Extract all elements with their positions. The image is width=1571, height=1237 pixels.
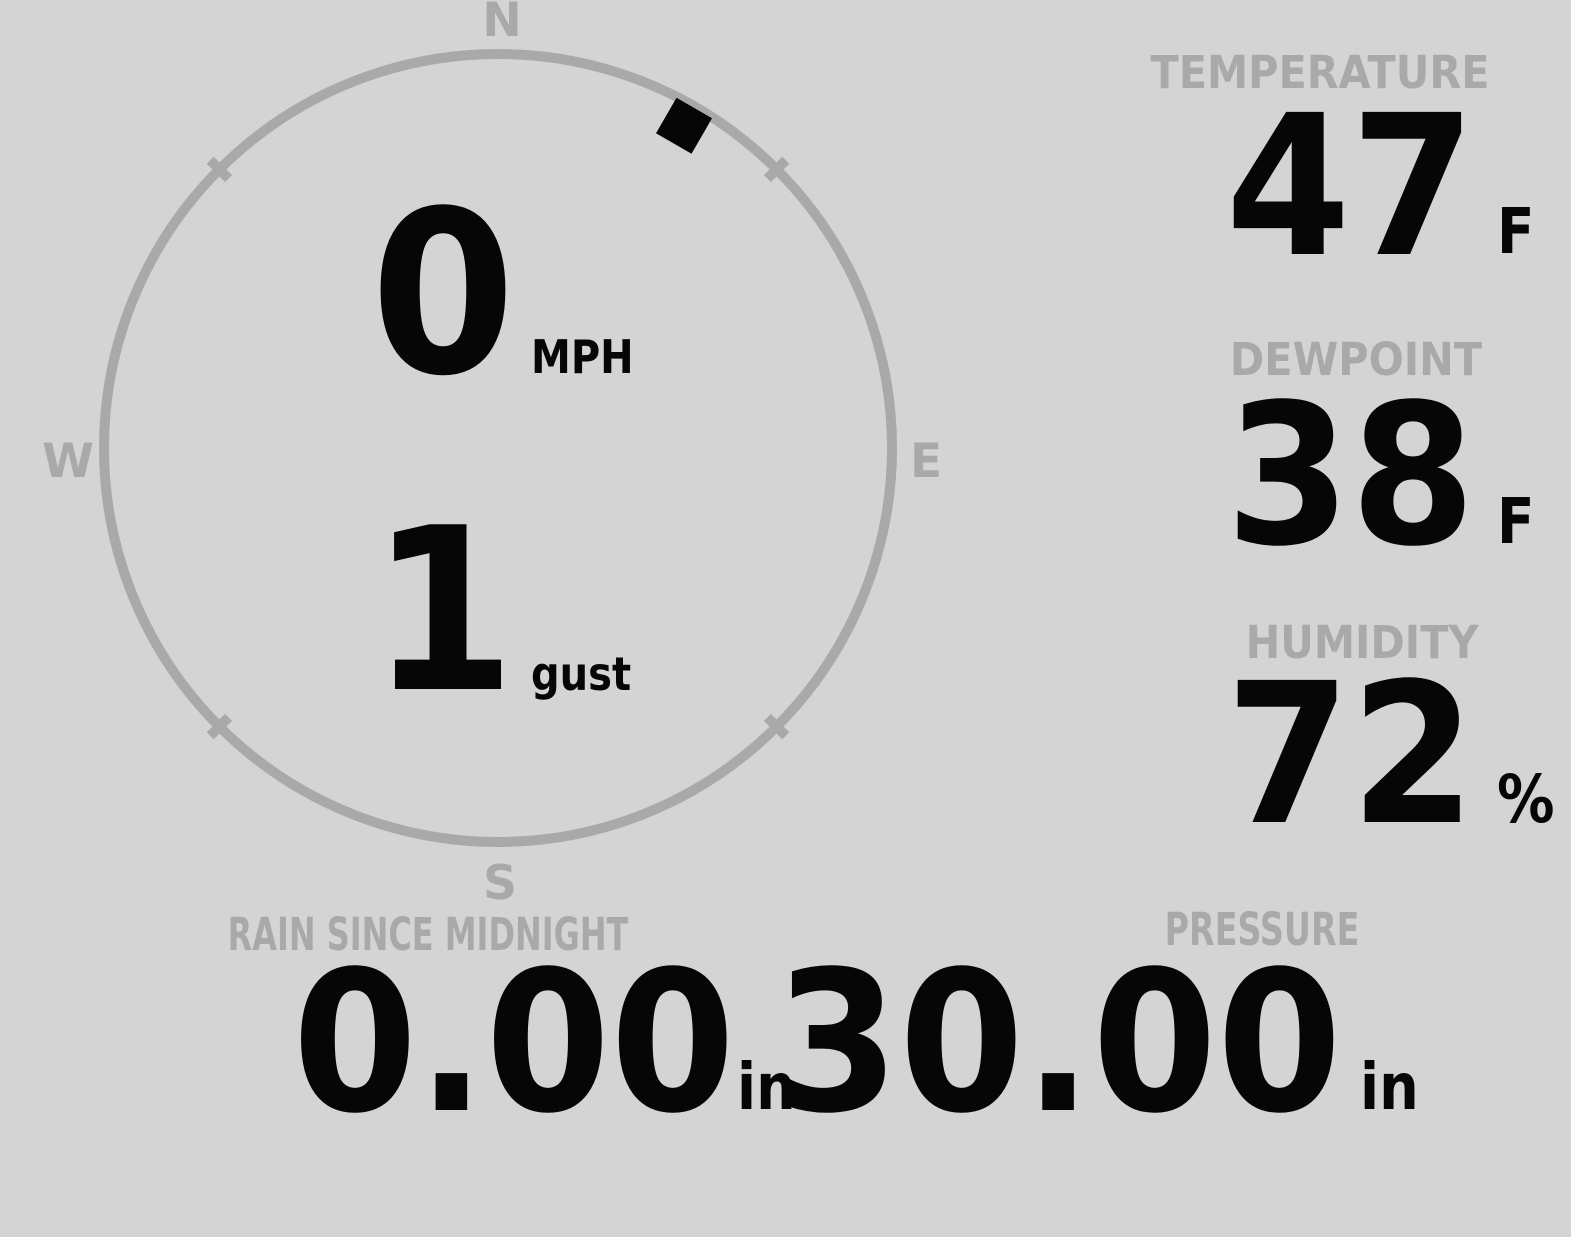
compass-label-west: W <box>42 434 94 489</box>
compass-tick-sw <box>206 713 233 740</box>
compass-tick-se <box>763 713 790 740</box>
pressure-label: PRESSURE <box>1164 903 1360 956</box>
compass-ring <box>99 49 897 847</box>
temperature-value: 47 <box>1225 73 1475 300</box>
temperature-unit: F <box>1497 195 1535 268</box>
rain-unit: in <box>737 1051 796 1125</box>
dewpoint-value: 38 <box>1225 362 1475 589</box>
temperature-label: TEMPERATURE <box>1150 46 1490 99</box>
dewpoint-label: DEWPOINT <box>1229 333 1483 386</box>
compass-tick-ne <box>763 156 790 183</box>
pressure-value: 30.00 <box>774 929 1342 1156</box>
compass-tick-nw <box>206 156 233 183</box>
wind-speed-unit: MPH <box>531 330 634 384</box>
rain-value: 0.00 <box>292 929 735 1156</box>
compass-label-east: E <box>909 434 943 489</box>
compass-label-north: N <box>482 0 522 48</box>
compass-label-south: S <box>483 856 517 911</box>
humidity-unit: % <box>1497 761 1555 838</box>
humidity-value: 72 <box>1225 641 1475 868</box>
pressure-unit: in <box>1360 1051 1419 1125</box>
wind-gust-value: 1 <box>370 480 516 743</box>
humidity-label: HUMIDITY <box>1245 616 1479 669</box>
wind-gust-unit: gust <box>531 647 632 701</box>
rain-label: RAIN SINCE MIDNIGHT <box>227 908 629 961</box>
wind-speed-value: 0 <box>370 163 516 426</box>
wind-direction-marker <box>655 97 713 154</box>
dewpoint-unit: F <box>1497 485 1535 558</box>
